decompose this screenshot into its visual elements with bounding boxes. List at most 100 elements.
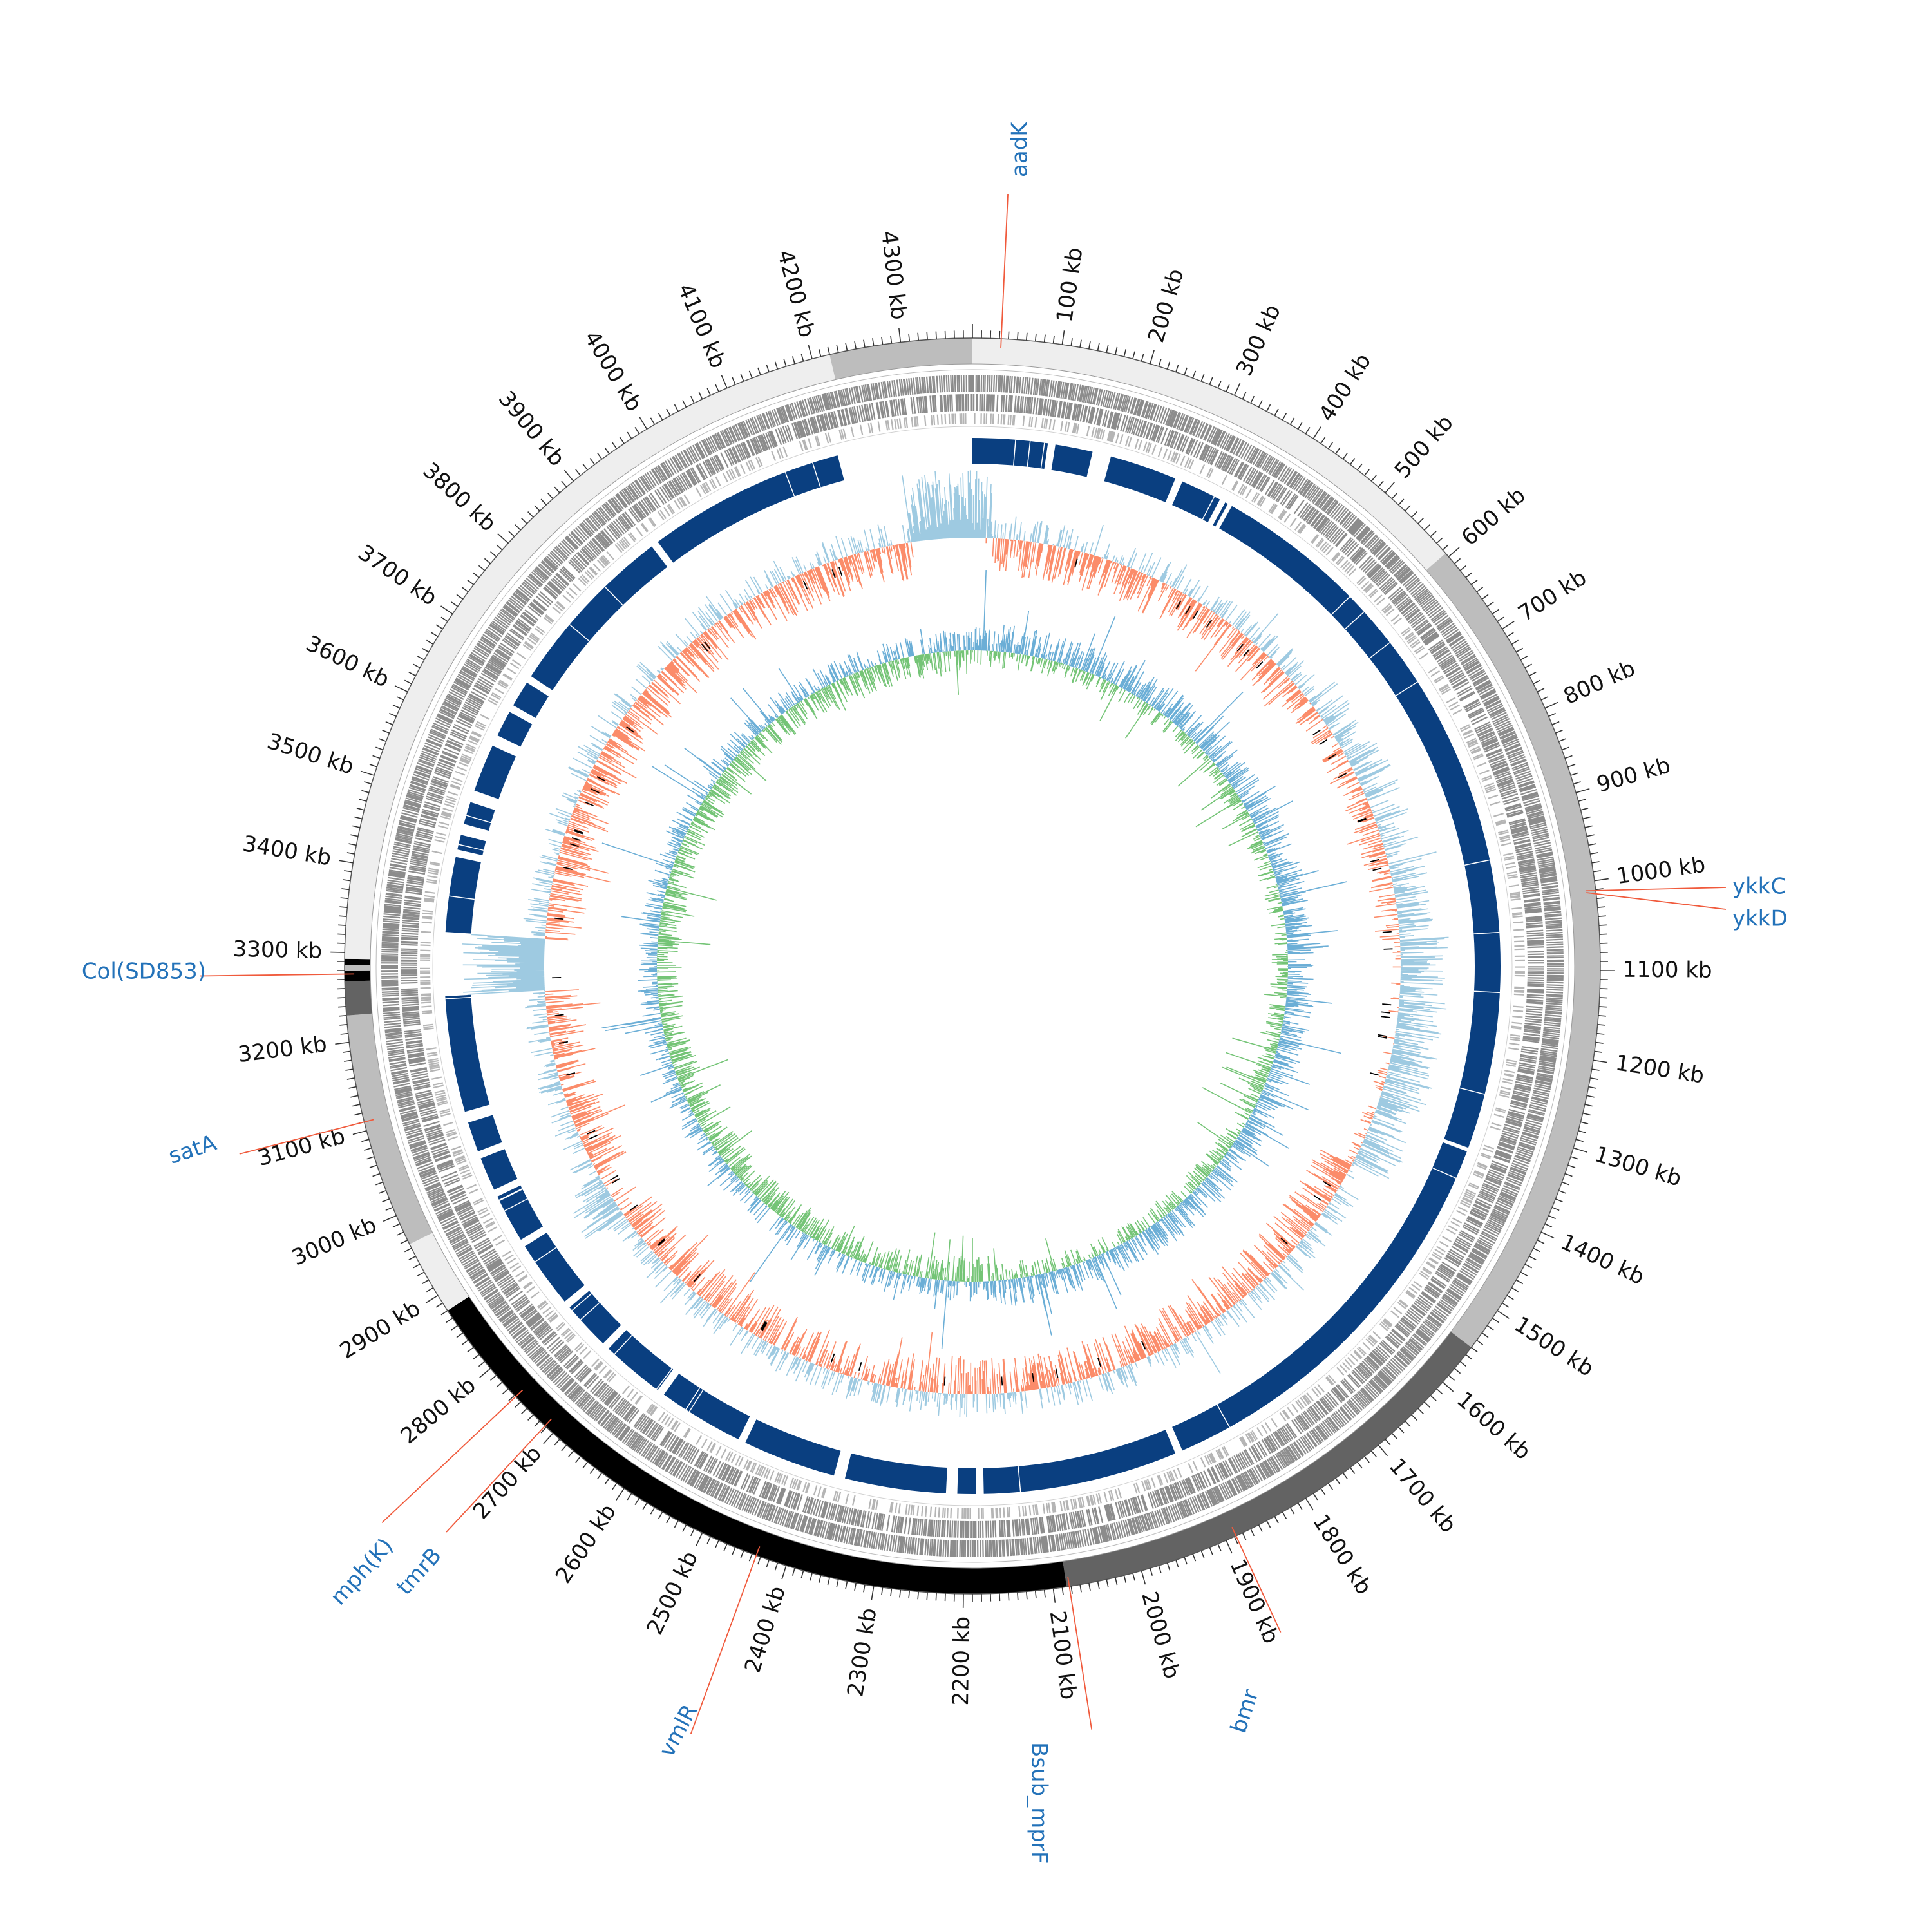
blast-block-1	[1051, 444, 1093, 477]
tick-label: 2400 kb	[740, 1583, 791, 1676]
annotation-leader-line	[1231, 1526, 1282, 1633]
backbone-segment-11	[829, 338, 972, 380]
backbone-segment-8	[345, 965, 371, 971]
blast-block-18	[445, 994, 490, 1112]
annotation-leader-line	[446, 1418, 553, 1533]
annotation-leader-line	[239, 1119, 374, 1155]
tick-label: 3100 kb	[255, 1123, 348, 1171]
tick-label: 700 kb	[1514, 565, 1591, 627]
backbone-segment-ring	[344, 337, 1601, 1595]
gene-band-1	[400, 393, 1545, 1539]
tick-label: 1200 kb	[1614, 1050, 1706, 1088]
blast-block-13	[569, 1291, 621, 1344]
backbone-segment-5	[346, 1013, 433, 1245]
tick-label: 600 kb	[1457, 482, 1531, 551]
annotation-label: ykkC	[1732, 874, 1786, 900]
blast-block-10	[745, 1419, 841, 1476]
tick-label: 3000 kb	[289, 1212, 381, 1271]
backbone-segment-4	[409, 1233, 469, 1311]
tick-label: 3300 kb	[232, 936, 322, 964]
tick-label: 3600 kb	[302, 630, 393, 693]
backbone-segment-9	[345, 958, 371, 965]
tick-label: 800 kb	[1560, 656, 1639, 710]
blast-gaps	[444, 439, 1500, 1492]
tick-label: 1600 kb	[1452, 1387, 1535, 1465]
tick-label: 4100 kb	[672, 279, 731, 372]
tick-label: 1000 kb	[1615, 852, 1707, 889]
tick-label: 4000 kb	[579, 327, 647, 416]
annotation-label: vmlR	[654, 1700, 703, 1761]
blast-block-4	[1213, 502, 1228, 527]
blast-block-25	[531, 546, 668, 690]
blast-block-3	[1172, 481, 1220, 522]
blast-block-11	[663, 1374, 750, 1440]
tick-label: 100 kb	[1052, 246, 1088, 325]
annotation-leader-line	[1067, 1577, 1093, 1730]
tick-label: 2700 kb	[468, 1441, 547, 1524]
tick-label: 3700 kb	[354, 540, 442, 611]
annotation-leader-line	[690, 1546, 761, 1734]
annotation-label: aadK	[1007, 121, 1033, 177]
tick-label: 200 kb	[1143, 266, 1189, 346]
tick-label: 2100 kb	[1045, 1609, 1082, 1701]
blast-block-8	[957, 1468, 976, 1494]
annotation-leader-line	[1586, 892, 1727, 910]
tick-label: 2900 kb	[336, 1296, 425, 1365]
backbone-segment-6	[345, 980, 372, 1016]
tick-label: 4200 kb	[772, 247, 820, 340]
annotation-leader-line	[1586, 887, 1727, 892]
blast-block-24	[513, 682, 549, 718]
blast-block-14	[525, 1232, 585, 1302]
backbone-segment-3	[447, 1296, 1067, 1594]
tick-label: 1300 kb	[1591, 1141, 1684, 1191]
gc-content-marks	[552, 558, 1393, 1386]
annotation-label: ykkD	[1732, 906, 1788, 932]
scale-ticks	[330, 324, 1615, 1608]
gene-ring-outline	[375, 369, 1569, 1563]
tick-label: 2300 kb	[842, 1606, 882, 1698]
blast-block-12	[608, 1330, 674, 1390]
blast-block-0	[972, 438, 1048, 469]
blast-block-7	[983, 1430, 1176, 1494]
blast-block-20	[457, 835, 486, 855]
blast-block-16	[480, 1149, 518, 1190]
gc-skew-negative	[656, 650, 1288, 1282]
backbone-segment-7	[345, 970, 371, 981]
annotation-label: bmr	[1226, 1686, 1264, 1736]
gene-ring-inner-edge	[432, 426, 1513, 1506]
gene-band-0	[381, 374, 1564, 1558]
annotation-label: mph(K)	[325, 1533, 398, 1611]
gc-skew-positive	[601, 570, 1347, 1350]
blast-block-23	[497, 712, 533, 747]
blast-block-2	[1104, 456, 1176, 502]
tick-label: 3500 kb	[264, 728, 357, 780]
tick-label: 1900 kb	[1224, 1555, 1284, 1647]
tick-label: 1100 kb	[1623, 957, 1712, 983]
backbone-segment-1	[1426, 553, 1600, 1348]
annotation-leader-line	[200, 973, 355, 977]
blast-block-15	[497, 1185, 544, 1240]
tick-label: 1400 kb	[1557, 1229, 1649, 1290]
blast-block-26	[658, 455, 844, 563]
tick-label: 3400 kb	[241, 831, 333, 871]
tick-label: 4300 kb	[876, 229, 912, 321]
tick-label: 500 kb	[1390, 410, 1459, 484]
annotation-label: tmrB	[392, 1543, 447, 1600]
gc-content-below	[545, 538, 1401, 1395]
annotation-leader-line	[1000, 194, 1009, 349]
annotation-label: Bsub_mprF	[1027, 1742, 1052, 1864]
blast-block-19	[445, 857, 481, 934]
tick-label: 3900 kb	[493, 386, 570, 471]
tick-label: 3800 kb	[417, 458, 500, 537]
gc-skew-track	[601, 570, 1347, 1350]
tick-label: 3200 kb	[236, 1032, 328, 1068]
tick-label: 300 kb	[1231, 301, 1286, 380]
backbone-segment-10	[345, 354, 836, 960]
gc-content-above	[462, 470, 1449, 1417]
annotation-label: satA	[166, 1130, 220, 1170]
tick-label: 1800 kb	[1307, 1510, 1376, 1600]
tick-label: 2600 kb	[551, 1499, 621, 1588]
blast-block-5	[1219, 506, 1501, 1148]
annotation-leader-line	[381, 1389, 524, 1524]
